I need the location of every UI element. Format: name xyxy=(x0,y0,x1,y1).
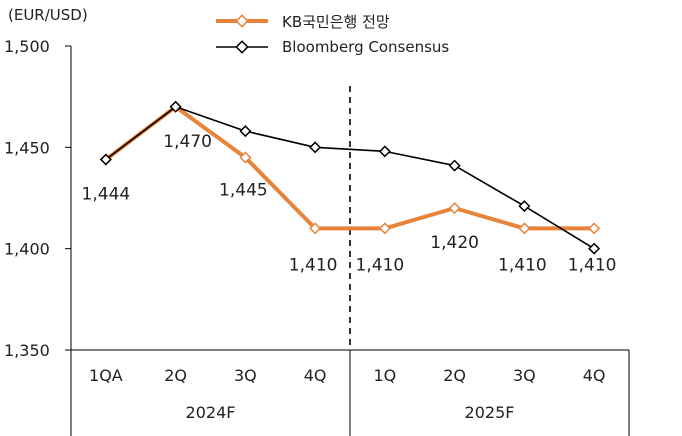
kb-data-label: 1,410 xyxy=(356,255,405,275)
legend-kb-label: KB국민은행 전망 xyxy=(282,12,390,31)
bloomberg-series-point xyxy=(378,145,391,158)
bloomberg-series-point xyxy=(99,153,112,166)
kb-data-label: 1,470 xyxy=(163,132,212,152)
kb-data-label: 1,410 xyxy=(289,255,338,275)
legend: KB국민은행 전망 Bloomberg Consensus xyxy=(214,8,449,60)
y-tick-label: 1,350 xyxy=(4,341,50,360)
x-tick-label: 2Q xyxy=(443,366,466,385)
y-axis-unit-label: (EUR/USD) xyxy=(8,6,88,24)
kb-data-label: 1,410 xyxy=(568,255,617,275)
y-tick-label: 1,500 xyxy=(4,37,50,56)
x-tick-label: 3Q xyxy=(234,366,257,385)
kb-series-point xyxy=(588,222,601,235)
x-tick-label: 4Q xyxy=(304,366,327,385)
x-tick-label: 1QA xyxy=(89,366,123,385)
kb-data-label: 1,444 xyxy=(82,184,131,204)
bloomberg-series-point xyxy=(239,125,252,138)
x-tick-label: 4Q xyxy=(583,366,606,385)
bloomberg-series-point xyxy=(588,242,601,255)
x-tick-label: 1Q xyxy=(373,366,396,385)
kb-series-line xyxy=(104,104,595,231)
x-group-label: 2025F xyxy=(465,403,515,422)
kb-series-point xyxy=(239,151,252,164)
y-tick-label: 1,400 xyxy=(4,240,50,259)
y-tick-label: 1,450 xyxy=(4,138,50,157)
legend-item-kb: KB국민은행 전망 xyxy=(214,8,449,34)
x-tick-label: 2Q xyxy=(164,366,187,385)
bloomberg-series-point xyxy=(448,159,461,172)
kb-series-point xyxy=(448,202,461,215)
bloomberg-series-point xyxy=(169,100,182,113)
kb-data-label: 1,410 xyxy=(498,255,547,275)
bloomberg-series-point xyxy=(309,141,322,154)
x-tick-label: 3Q xyxy=(513,366,536,385)
kb-series-point xyxy=(309,222,322,235)
bloomberg-series-point xyxy=(518,200,531,213)
legend-bloomberg-label: Bloomberg Consensus xyxy=(282,38,450,56)
kb-data-label: 1,445 xyxy=(219,180,268,200)
legend-item-bloomberg: Bloomberg Consensus xyxy=(214,34,449,60)
legend-kb-swatch-icon xyxy=(216,14,268,28)
bloomberg-series-line xyxy=(105,106,595,250)
kb-series-point xyxy=(518,222,531,235)
legend-bloomberg-swatch-icon xyxy=(216,40,268,54)
x-group-label: 2024F xyxy=(186,403,236,422)
kb-data-label: 1,420 xyxy=(430,233,479,253)
kb-series-point xyxy=(378,222,391,235)
